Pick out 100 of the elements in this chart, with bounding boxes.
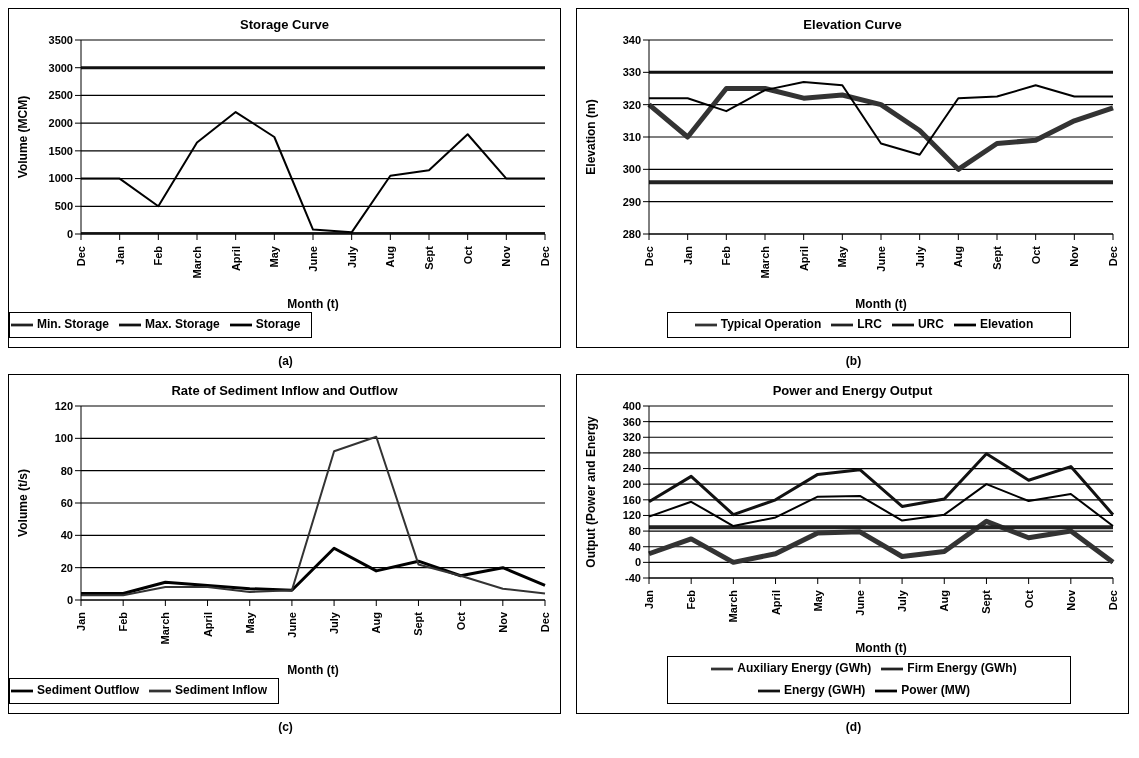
x-tick-label: Aug xyxy=(370,612,383,634)
x-axis-title: Month (t) xyxy=(287,663,339,677)
chart-title: Power and Energy Output xyxy=(771,383,934,398)
legend-label: Storage xyxy=(255,317,301,332)
text: (a) xyxy=(277,354,294,368)
x-tick-label: Aug xyxy=(938,590,951,612)
legend-label: Min. Storage xyxy=(37,317,110,332)
y-tick-label: 120 xyxy=(54,399,73,412)
y-tick-label: 160 xyxy=(622,493,641,506)
y-tick-label: 330 xyxy=(622,66,641,79)
x-tick-label: Oct xyxy=(461,245,474,265)
text: (b) xyxy=(844,354,863,368)
y-axis-title: Output (Power and Energy xyxy=(584,416,599,568)
x-tick-label: April xyxy=(201,612,214,638)
legend-label: URC xyxy=(917,317,944,332)
legend-label: Typical Operation xyxy=(720,317,822,332)
x-tick-label: Dec xyxy=(1107,590,1119,611)
x-tick-label: July xyxy=(328,611,341,635)
x-tick-label: March xyxy=(191,245,203,279)
y-tick-label: 500 xyxy=(54,200,73,213)
legend-label: Firm Energy (GWh) xyxy=(907,661,1017,676)
y-tick-label: 80 xyxy=(60,464,73,477)
x-tick-label: July xyxy=(345,245,358,269)
x-tick-label: Feb xyxy=(685,589,698,610)
x-tick-label: Sept xyxy=(991,245,1003,270)
x-tick-label: July xyxy=(913,245,926,269)
y-tick-label: 280 xyxy=(622,227,641,240)
x-tick-label: April xyxy=(229,246,242,272)
y-tick-label: 280 xyxy=(622,446,641,459)
y-tick-label: 120 xyxy=(622,509,641,522)
chart-title: Storage Curve xyxy=(239,17,330,32)
y-tick-label: 80 xyxy=(628,525,641,537)
x-tick-label: Sept xyxy=(423,245,435,270)
x-tick-label: May xyxy=(243,611,256,634)
y-tick-label: 200 xyxy=(622,478,641,491)
y-tick-label: 20 xyxy=(60,561,73,574)
x-tick-label: March xyxy=(727,589,740,623)
x-tick-label: May xyxy=(811,589,824,612)
y-tick-label: 320 xyxy=(622,431,641,444)
legend-label: Energy (GWH) xyxy=(783,683,866,698)
y-tick-label: 40 xyxy=(60,529,73,542)
legend-label: Max. Storage xyxy=(145,317,220,332)
y-tick-label: 40 xyxy=(628,540,641,553)
y-tick-label: 290 xyxy=(622,195,641,208)
y-tick-label: 240 xyxy=(622,462,641,475)
x-tick-label: Jan xyxy=(75,611,87,631)
x-axis-title: Month (t) xyxy=(855,641,907,655)
y-tick-label: 400 xyxy=(622,399,641,412)
y-axis-title: Volume (MCM) xyxy=(16,95,31,179)
y-tick-label: 3500 xyxy=(48,33,73,46)
x-tick-label: Feb xyxy=(117,611,130,632)
x-tick-label: Nov xyxy=(1064,589,1077,611)
x-tick-label: Dec xyxy=(75,246,87,267)
y-tick-label: 2500 xyxy=(48,89,73,102)
x-tick-label: June xyxy=(875,246,887,272)
x-tick-label: Nov xyxy=(500,245,513,267)
y-tick-label: 360 xyxy=(622,415,641,428)
y-axis-title: Elevation (m) xyxy=(584,99,599,175)
y-tick-label: 310 xyxy=(622,130,641,143)
y-tick-label: 1500 xyxy=(48,144,73,157)
y-tick-label: 0 xyxy=(66,593,73,606)
y-tick-label: 3000 xyxy=(48,61,73,74)
x-tick-label: March xyxy=(759,245,771,279)
x-tick-label: Feb xyxy=(720,245,733,266)
chart-title: Rate of Sediment Inflow and Outflow xyxy=(170,383,399,398)
x-tick-label: March xyxy=(159,611,172,645)
legend-label: Sediment Inflow xyxy=(175,683,268,698)
y-tick-label: 340 xyxy=(622,33,641,46)
x-tick-label: April xyxy=(797,246,810,272)
legend-label: Elevation xyxy=(979,317,1034,332)
x-tick-label: Oct xyxy=(1022,589,1035,609)
y-tick-label: 60 xyxy=(60,496,73,509)
y-tick-label: 1000 xyxy=(48,172,73,185)
legend-label: Sediment Outflow xyxy=(37,683,139,698)
x-tick-label: Dec xyxy=(643,246,655,267)
x-tick-label: Sept xyxy=(980,589,993,614)
x-tick-label: Aug xyxy=(384,246,397,268)
y-tick-label: 100 xyxy=(54,432,73,445)
x-tick-label: Jan xyxy=(643,589,655,609)
x-tick-label: June xyxy=(285,612,298,638)
y-axis-title: Volume (t/s) xyxy=(16,469,31,537)
x-tick-label: Nov xyxy=(1068,245,1081,267)
x-tick-label: Feb xyxy=(152,245,165,266)
chart-title: Elevation Curve xyxy=(802,17,903,32)
x-tick-label: April xyxy=(769,590,782,616)
x-tick-label: Oct xyxy=(454,611,467,631)
x-tick-label: June xyxy=(853,590,866,616)
y-tick-label: 0 xyxy=(634,556,641,569)
x-tick-label: Sept xyxy=(412,611,425,636)
x-tick-label: June xyxy=(307,246,319,272)
x-tick-label: Jan xyxy=(681,245,694,265)
x-tick-label: Jan xyxy=(113,245,126,265)
x-tick-label: May xyxy=(836,245,849,268)
y-tick-label: 2000 xyxy=(48,117,73,130)
y-tick-label: 0 xyxy=(66,227,73,240)
y-tick-label: -40 xyxy=(625,571,641,584)
legend-label: Auxiliary Energy (GWh) xyxy=(737,661,872,676)
x-axis-title: Month (t) xyxy=(855,297,907,311)
legend-label: LRC xyxy=(857,317,882,332)
x-tick-label: Nov xyxy=(496,611,509,633)
